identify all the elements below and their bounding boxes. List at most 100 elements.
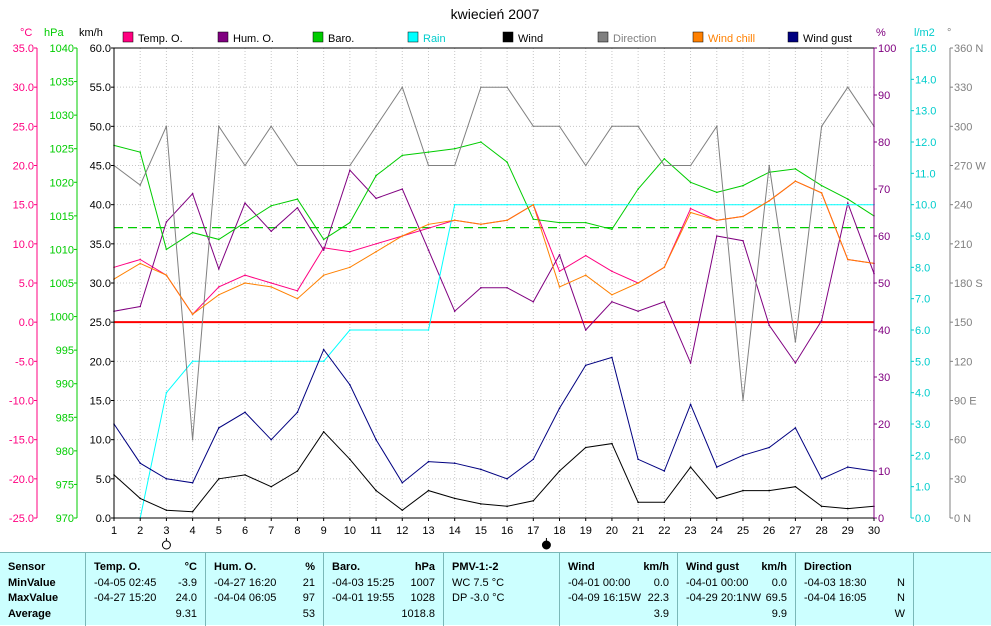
tick-label: -5.0 [15, 356, 34, 368]
tick-label: 1015 [50, 211, 74, 223]
wind-min-value: 0.0 [653, 577, 669, 589]
tick-label: 15.0 [90, 396, 111, 408]
tick-label: 80 [878, 137, 890, 149]
tick-label: 1.0 [915, 482, 930, 494]
tick-label: 980 [56, 446, 74, 458]
data-point [244, 202, 246, 204]
data-point [270, 286, 273, 288]
data-point [742, 215, 744, 218]
legend-swatch [312, 31, 324, 43]
data-point [139, 262, 142, 265]
series-direction [113, 86, 875, 441]
data-point [584, 203, 587, 206]
data-point [846, 203, 849, 206]
tick-label: 60 [878, 231, 890, 243]
data-point [637, 188, 639, 190]
gust-min-date: -04-01 00:00 [686, 577, 749, 589]
data-point [218, 125, 220, 128]
gust-max-date: -04-29 20:1 [686, 592, 743, 604]
x-tick-label: 3 [163, 525, 169, 537]
tick-label: 970 [56, 513, 74, 525]
x-tick-label: 25 [737, 525, 749, 537]
data-point [715, 125, 718, 128]
tick-label: 35.0 [13, 43, 34, 55]
series-line [113, 180, 875, 316]
tick-label: 100 [878, 43, 896, 55]
data-point [139, 151, 142, 153]
data-point [715, 466, 718, 468]
tick-label: 20.0 [13, 161, 34, 173]
tick-label: 5.0 [915, 356, 930, 368]
data-point [663, 470, 666, 472]
tick-label: 3.0 [915, 419, 930, 431]
data-point [375, 250, 377, 253]
wind-header: Wind [568, 561, 595, 573]
data-point [322, 360, 325, 363]
baro-max-value: 1028 [410, 592, 435, 604]
tick-label: 30 [878, 372, 890, 384]
data-point [139, 184, 142, 186]
x-tick-label: 5 [216, 525, 222, 537]
data-point [191, 313, 194, 316]
tick-label: -25.0 [9, 513, 34, 525]
data-point [165, 478, 168, 480]
data-point [139, 305, 142, 308]
tick-label: 13.0 [915, 106, 936, 118]
direction-header: Direction [804, 561, 852, 573]
data-point [558, 470, 561, 472]
data-point [584, 164, 587, 167]
data-point [820, 505, 823, 508]
baro-max-date: -04-01 19:55 [332, 592, 395, 604]
data-point [820, 192, 823, 194]
data-point [611, 125, 613, 128]
data-point [480, 286, 482, 289]
sensor-header: Sensor [8, 561, 46, 573]
data-point [480, 503, 482, 505]
baro-avg-value: 1018.8 [401, 608, 435, 620]
tick-label: 50 [878, 278, 890, 290]
tick-label: 10.0 [90, 435, 111, 447]
x-tick-label: 8 [294, 525, 300, 537]
gust-header: Wind gust [686, 561, 740, 573]
data-point [715, 191, 718, 194]
data-point [584, 274, 587, 276]
data-point [165, 125, 168, 128]
x-tick-label: 20 [606, 525, 618, 537]
tick-label: 10.0 [915, 200, 936, 212]
data-point [244, 474, 246, 476]
data-point [270, 230, 273, 233]
dir-axis: 360 N 330 300 270 W 240 210 180 S 150 120 90 E 60 3… [949, 43, 986, 525]
hum-min-value: 21 [302, 577, 315, 589]
rain-axis: 15.0 14.0 13.0 12.0 11.0 10.0 9.0 8.0 7.0 6.0 5.0 4… [910, 43, 936, 525]
tick-label: 30.0 [13, 82, 34, 94]
dir-avg-value: W [894, 608, 905, 620]
x-tick-label: 19 [580, 525, 592, 537]
legend: Temp. O. Hum. O. Baro. Rain Wind Direction Win… [122, 31, 852, 45]
data-point [846, 202, 849, 204]
temp-unit: °C [184, 561, 197, 573]
baro-unit: hPa [414, 561, 435, 573]
wind-max-direction: W [630, 592, 641, 604]
data-point [663, 157, 666, 160]
chart-title: kwiecień 2007 [451, 6, 540, 22]
tick-label: 2.0 [915, 450, 930, 462]
tick-label: 20.0 [90, 356, 111, 368]
data-point [480, 223, 482, 226]
data-point [820, 478, 823, 480]
data-point [742, 489, 744, 492]
tick-label: 270 W [954, 161, 986, 173]
tick-label: 11.0 [915, 168, 936, 180]
data-point [349, 169, 351, 171]
tick-label: 1025 [50, 144, 74, 156]
tick-label: 360 N [954, 43, 983, 55]
data-point [349, 458, 351, 461]
data-point [322, 274, 325, 276]
data-point [375, 329, 377, 331]
data-point [768, 324, 770, 327]
legend-label: Wind gust [803, 33, 852, 45]
hum-axis-label: % [876, 27, 886, 39]
data-point [218, 478, 220, 480]
wind-max-value: 22.3 [647, 592, 669, 604]
data-point [244, 282, 246, 284]
tick-label: 0.0 [915, 513, 930, 525]
